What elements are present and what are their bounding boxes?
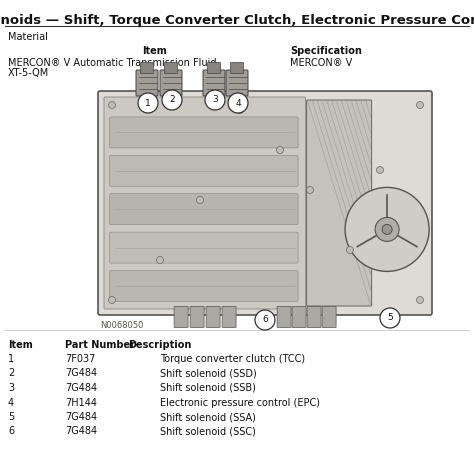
FancyBboxPatch shape xyxy=(307,307,321,328)
Circle shape xyxy=(255,310,275,330)
Text: 7G484: 7G484 xyxy=(65,426,97,437)
Text: 1: 1 xyxy=(145,99,151,107)
Text: 7H144: 7H144 xyxy=(65,397,97,408)
FancyBboxPatch shape xyxy=(190,307,204,328)
Text: 4: 4 xyxy=(235,99,241,107)
Circle shape xyxy=(417,101,423,108)
Text: 6: 6 xyxy=(262,315,268,325)
Circle shape xyxy=(345,187,429,271)
Text: Specification: Specification xyxy=(290,46,362,56)
Text: Solenoids — Shift, Torque Converter Clutch, Electronic Pressure Control: Solenoids — Shift, Torque Converter Clut… xyxy=(0,14,474,27)
FancyBboxPatch shape xyxy=(277,307,291,328)
Text: 3: 3 xyxy=(212,95,218,105)
Circle shape xyxy=(109,297,116,303)
Circle shape xyxy=(375,218,399,241)
Circle shape xyxy=(417,297,423,303)
Circle shape xyxy=(138,93,158,113)
Text: MERCON® V Automatic Transmission Fluid: MERCON® V Automatic Transmission Fluid xyxy=(8,58,217,68)
Circle shape xyxy=(228,93,248,113)
Text: Part Number: Part Number xyxy=(65,340,135,350)
Text: Shift solenoid (SSB): Shift solenoid (SSB) xyxy=(160,383,256,393)
FancyBboxPatch shape xyxy=(322,307,336,328)
Text: XT-5-QM: XT-5-QM xyxy=(8,68,49,78)
Text: Shift solenoid (SSD): Shift solenoid (SSD) xyxy=(160,369,257,379)
FancyBboxPatch shape xyxy=(98,91,432,315)
Circle shape xyxy=(307,186,313,194)
Text: 4: 4 xyxy=(8,397,14,408)
Circle shape xyxy=(162,90,182,110)
Text: 7F037: 7F037 xyxy=(65,354,95,364)
Text: 2: 2 xyxy=(169,95,175,105)
Circle shape xyxy=(156,257,164,263)
FancyBboxPatch shape xyxy=(109,270,298,302)
Text: Material: Material xyxy=(8,32,48,42)
Circle shape xyxy=(346,246,354,253)
FancyBboxPatch shape xyxy=(164,62,177,73)
FancyBboxPatch shape xyxy=(109,117,298,148)
FancyBboxPatch shape xyxy=(109,155,298,186)
Text: Shift solenoid (SSA): Shift solenoid (SSA) xyxy=(160,412,256,422)
Text: N0068050: N0068050 xyxy=(100,321,143,330)
Text: 6: 6 xyxy=(8,426,14,437)
FancyBboxPatch shape xyxy=(203,70,225,96)
Circle shape xyxy=(205,90,225,110)
Text: 2: 2 xyxy=(8,369,14,379)
Circle shape xyxy=(380,308,400,328)
Text: 5: 5 xyxy=(8,412,14,422)
Text: Electronic pressure control (EPC): Electronic pressure control (EPC) xyxy=(160,397,320,408)
FancyBboxPatch shape xyxy=(230,62,244,73)
FancyBboxPatch shape xyxy=(109,232,298,263)
FancyBboxPatch shape xyxy=(174,307,188,328)
FancyBboxPatch shape xyxy=(226,70,248,96)
Text: MERCON® V: MERCON® V xyxy=(290,58,352,68)
Circle shape xyxy=(109,101,116,108)
Circle shape xyxy=(197,196,203,203)
FancyBboxPatch shape xyxy=(208,62,220,73)
FancyBboxPatch shape xyxy=(160,70,182,96)
FancyBboxPatch shape xyxy=(109,194,298,225)
Text: 7G484: 7G484 xyxy=(65,369,97,379)
FancyBboxPatch shape xyxy=(206,307,220,328)
Text: 5: 5 xyxy=(387,313,393,323)
FancyBboxPatch shape xyxy=(292,307,306,328)
Circle shape xyxy=(276,146,283,153)
Circle shape xyxy=(237,106,244,113)
FancyBboxPatch shape xyxy=(140,62,154,73)
Text: Item: Item xyxy=(143,46,167,56)
FancyBboxPatch shape xyxy=(136,70,158,96)
Text: 3: 3 xyxy=(8,383,14,393)
Text: 1: 1 xyxy=(8,354,14,364)
Text: Description: Description xyxy=(128,340,191,350)
FancyBboxPatch shape xyxy=(104,97,306,309)
Text: Shift solenoid (SSC): Shift solenoid (SSC) xyxy=(160,426,256,437)
Text: Torque converter clutch (TCC): Torque converter clutch (TCC) xyxy=(160,354,305,364)
Text: 7G484: 7G484 xyxy=(65,412,97,422)
Circle shape xyxy=(376,167,383,174)
FancyBboxPatch shape xyxy=(222,307,236,328)
Circle shape xyxy=(382,224,392,235)
FancyBboxPatch shape xyxy=(307,100,372,306)
Text: 7G484: 7G484 xyxy=(65,383,97,393)
Text: Item: Item xyxy=(8,340,33,350)
